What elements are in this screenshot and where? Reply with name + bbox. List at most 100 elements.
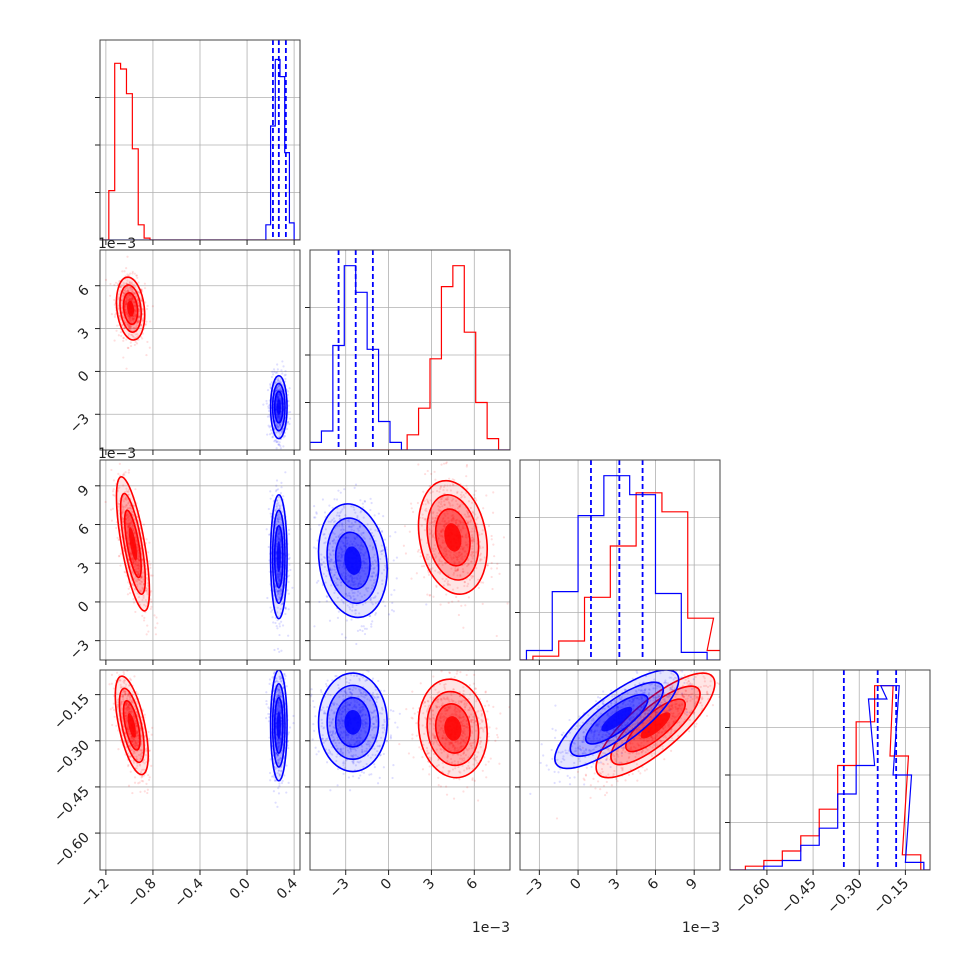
scatter-point (459, 573, 462, 577)
density-fill (444, 523, 462, 552)
scatter-point (121, 694, 125, 697)
scatter-point (132, 738, 136, 741)
scatter-point (349, 574, 352, 577)
scatter-point (372, 578, 376, 582)
scatter-point (464, 534, 468, 537)
scatter-point (458, 554, 461, 557)
scatter-point (460, 528, 463, 531)
scatter-point (276, 387, 279, 390)
scatter-point (452, 517, 455, 521)
scatter-point (136, 570, 140, 574)
scatter-point (137, 753, 140, 757)
scatter-point (341, 525, 344, 528)
scatter-point (458, 527, 461, 530)
scatter-point (280, 602, 283, 605)
scatter-point (439, 502, 443, 506)
scatter-point (127, 704, 130, 707)
scatter-point (284, 612, 287, 616)
scatter-point (457, 523, 460, 526)
scatter-point (430, 529, 433, 532)
scatter-point (471, 547, 474, 550)
scatter-point (122, 505, 125, 508)
scatter-point (463, 496, 466, 499)
scatter-point (129, 286, 132, 289)
scatter-point (132, 560, 135, 563)
scatter-point (277, 397, 280, 400)
scatter-point (279, 425, 282, 428)
scatter-point (352, 598, 356, 602)
scatter-point (415, 572, 418, 575)
scatter-point (129, 747, 132, 750)
scatter-point (491, 587, 494, 591)
scatter-point (278, 622, 281, 625)
scatter-point (342, 571, 345, 574)
scatter-point (471, 551, 474, 554)
scatter-point (279, 573, 282, 576)
scatter-point (137, 734, 140, 737)
scatter-point (134, 744, 137, 747)
scatter-point (287, 411, 290, 414)
scatter-point (129, 522, 132, 525)
scatter-point (134, 340, 137, 343)
scatter-point (126, 517, 129, 520)
scatter-point (333, 564, 336, 568)
scatter-point (128, 707, 132, 710)
scatter-point (279, 675, 282, 678)
scatter-point (273, 440, 276, 443)
scatter-point (147, 773, 150, 777)
scatter-point (445, 522, 448, 525)
scatter-point (340, 540, 343, 543)
scatter-point (129, 711, 133, 714)
scatter-point (282, 427, 285, 430)
scatter-point (131, 317, 134, 320)
scatter-point (340, 532, 343, 536)
scatter-point (448, 502, 451, 505)
scatter-point (138, 589, 141, 592)
scatter-point (277, 769, 281, 772)
scatter-point (146, 788, 149, 791)
scatter-point (124, 692, 127, 696)
scatter-point (273, 509, 277, 512)
scatter-point (362, 516, 365, 519)
scatter-point (354, 483, 358, 486)
scatter-point (382, 548, 385, 552)
scatter-point (322, 572, 325, 575)
scatter-point (122, 725, 126, 728)
scatter-point (133, 313, 136, 316)
scatter-point (141, 312, 144, 316)
scatter-point (354, 544, 357, 548)
scatter-point (442, 516, 445, 520)
scatter-point (345, 536, 348, 539)
scatter-point (132, 560, 136, 563)
scatter-point (449, 554, 452, 557)
scatter-panel-2-1 (304, 459, 511, 661)
scatter-point (128, 298, 131, 301)
scatter-point (467, 563, 470, 566)
scatter-point (274, 371, 278, 374)
scatter-point (133, 532, 136, 535)
scatter-point (121, 516, 124, 520)
scatter-point (304, 574, 306, 576)
scatter-point (284, 377, 287, 381)
scatter-point (457, 524, 461, 528)
scatter-point (423, 529, 426, 532)
scatter-point (359, 575, 362, 578)
scatter-point (267, 409, 271, 413)
scatter-point (136, 583, 139, 586)
scatter-point (278, 741, 282, 744)
scatter-point (137, 555, 140, 558)
scatter-point (140, 770, 143, 773)
scatter-point (146, 624, 149, 627)
scatter-point (280, 527, 284, 530)
scatter-point (284, 674, 287, 678)
scatter-point (376, 592, 380, 595)
scatter-point (372, 571, 376, 575)
scatter-point (317, 579, 320, 582)
density-contour (122, 699, 141, 751)
scatter-point (116, 707, 119, 710)
scatter-point (139, 757, 142, 761)
scatter-point (457, 553, 460, 556)
scatter-point (120, 716, 124, 719)
scatter-point (265, 699, 268, 703)
